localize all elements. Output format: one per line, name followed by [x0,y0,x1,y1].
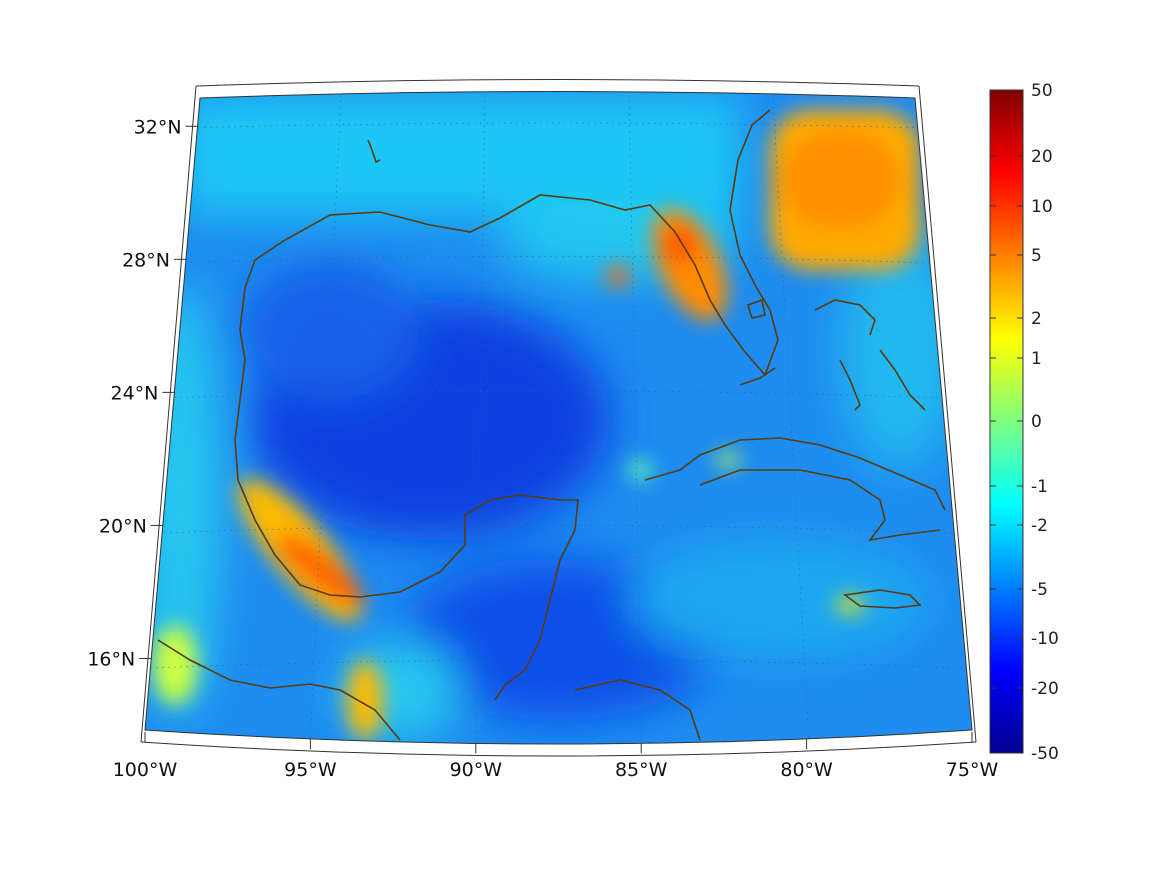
colorbar-tick-label: 10 [1031,197,1053,217]
lon-tick-label: 95°W [284,759,337,781]
colorbar-tick-label: 2 [1031,309,1042,329]
lon-tick-label: 85°W [615,759,668,781]
lon-tick-label: 75°W [946,759,999,781]
lat-tick-label: 16°N [87,648,135,670]
colorbar-tick-label: -10 [1031,629,1059,649]
longitude-ticks: 100°W 95°W 90°W 85°W 80°W 75°W [113,732,999,781]
lat-tick-label: 28°N [122,249,170,271]
colorbar-tick-label: 20 [1031,147,1053,167]
lat-tick-label: 20°N [99,515,147,537]
graticule [149,94,963,744]
data-field [145,91,972,744]
lon-tick-label: 90°W [450,759,503,781]
colorbar-tick-label: 1 [1031,349,1042,369]
lat-tick-label: 24°N [110,382,158,404]
colorbar-tick-label: 50 [1031,81,1053,101]
colorbar-tick-label: -50 [1031,744,1059,764]
lon-tick-label: 100°W [113,759,178,781]
colorbar-tick-label: 0 [1031,412,1042,432]
colorbar-tick-label: 5 [1031,246,1042,266]
colorbar-tick-label: -2 [1031,516,1048,536]
colorbar-tick-label: -5 [1031,580,1048,600]
lat-tick-label: 32°N [134,116,182,138]
latitude-ticks: 32°N 28°N 24°N 20°N 16°N [87,116,198,670]
coastline [157,109,946,741]
lon-tick-label: 80°W [780,759,833,781]
colorbar-tick-label: -20 [1031,679,1059,699]
colorbar-tick-label: -1 [1031,477,1048,497]
map-frame [140,79,977,757]
